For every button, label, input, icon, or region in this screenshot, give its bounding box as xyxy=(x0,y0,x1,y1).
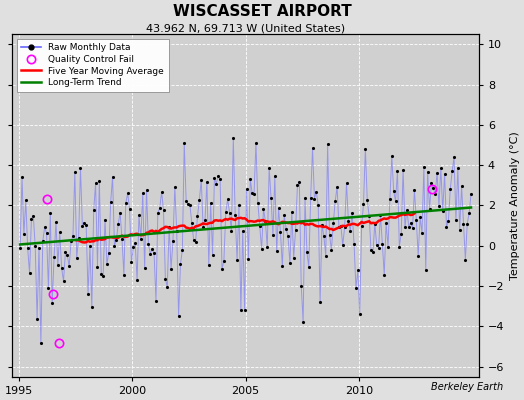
Legend: Raw Monthly Data, Quality Control Fail, Five Year Moving Average, Long-Term Tren: Raw Monthly Data, Quality Control Fail, … xyxy=(17,39,169,92)
Text: Berkeley Earth: Berkeley Earth xyxy=(431,382,503,392)
Title: 43.962 N, 69.713 W (United States): 43.962 N, 69.713 W (United States) xyxy=(146,23,345,33)
Y-axis label: Temperature Anomaly (°C): Temperature Anomaly (°C) xyxy=(510,131,520,280)
Text: WISCASSET AIRPORT: WISCASSET AIRPORT xyxy=(172,4,352,19)
